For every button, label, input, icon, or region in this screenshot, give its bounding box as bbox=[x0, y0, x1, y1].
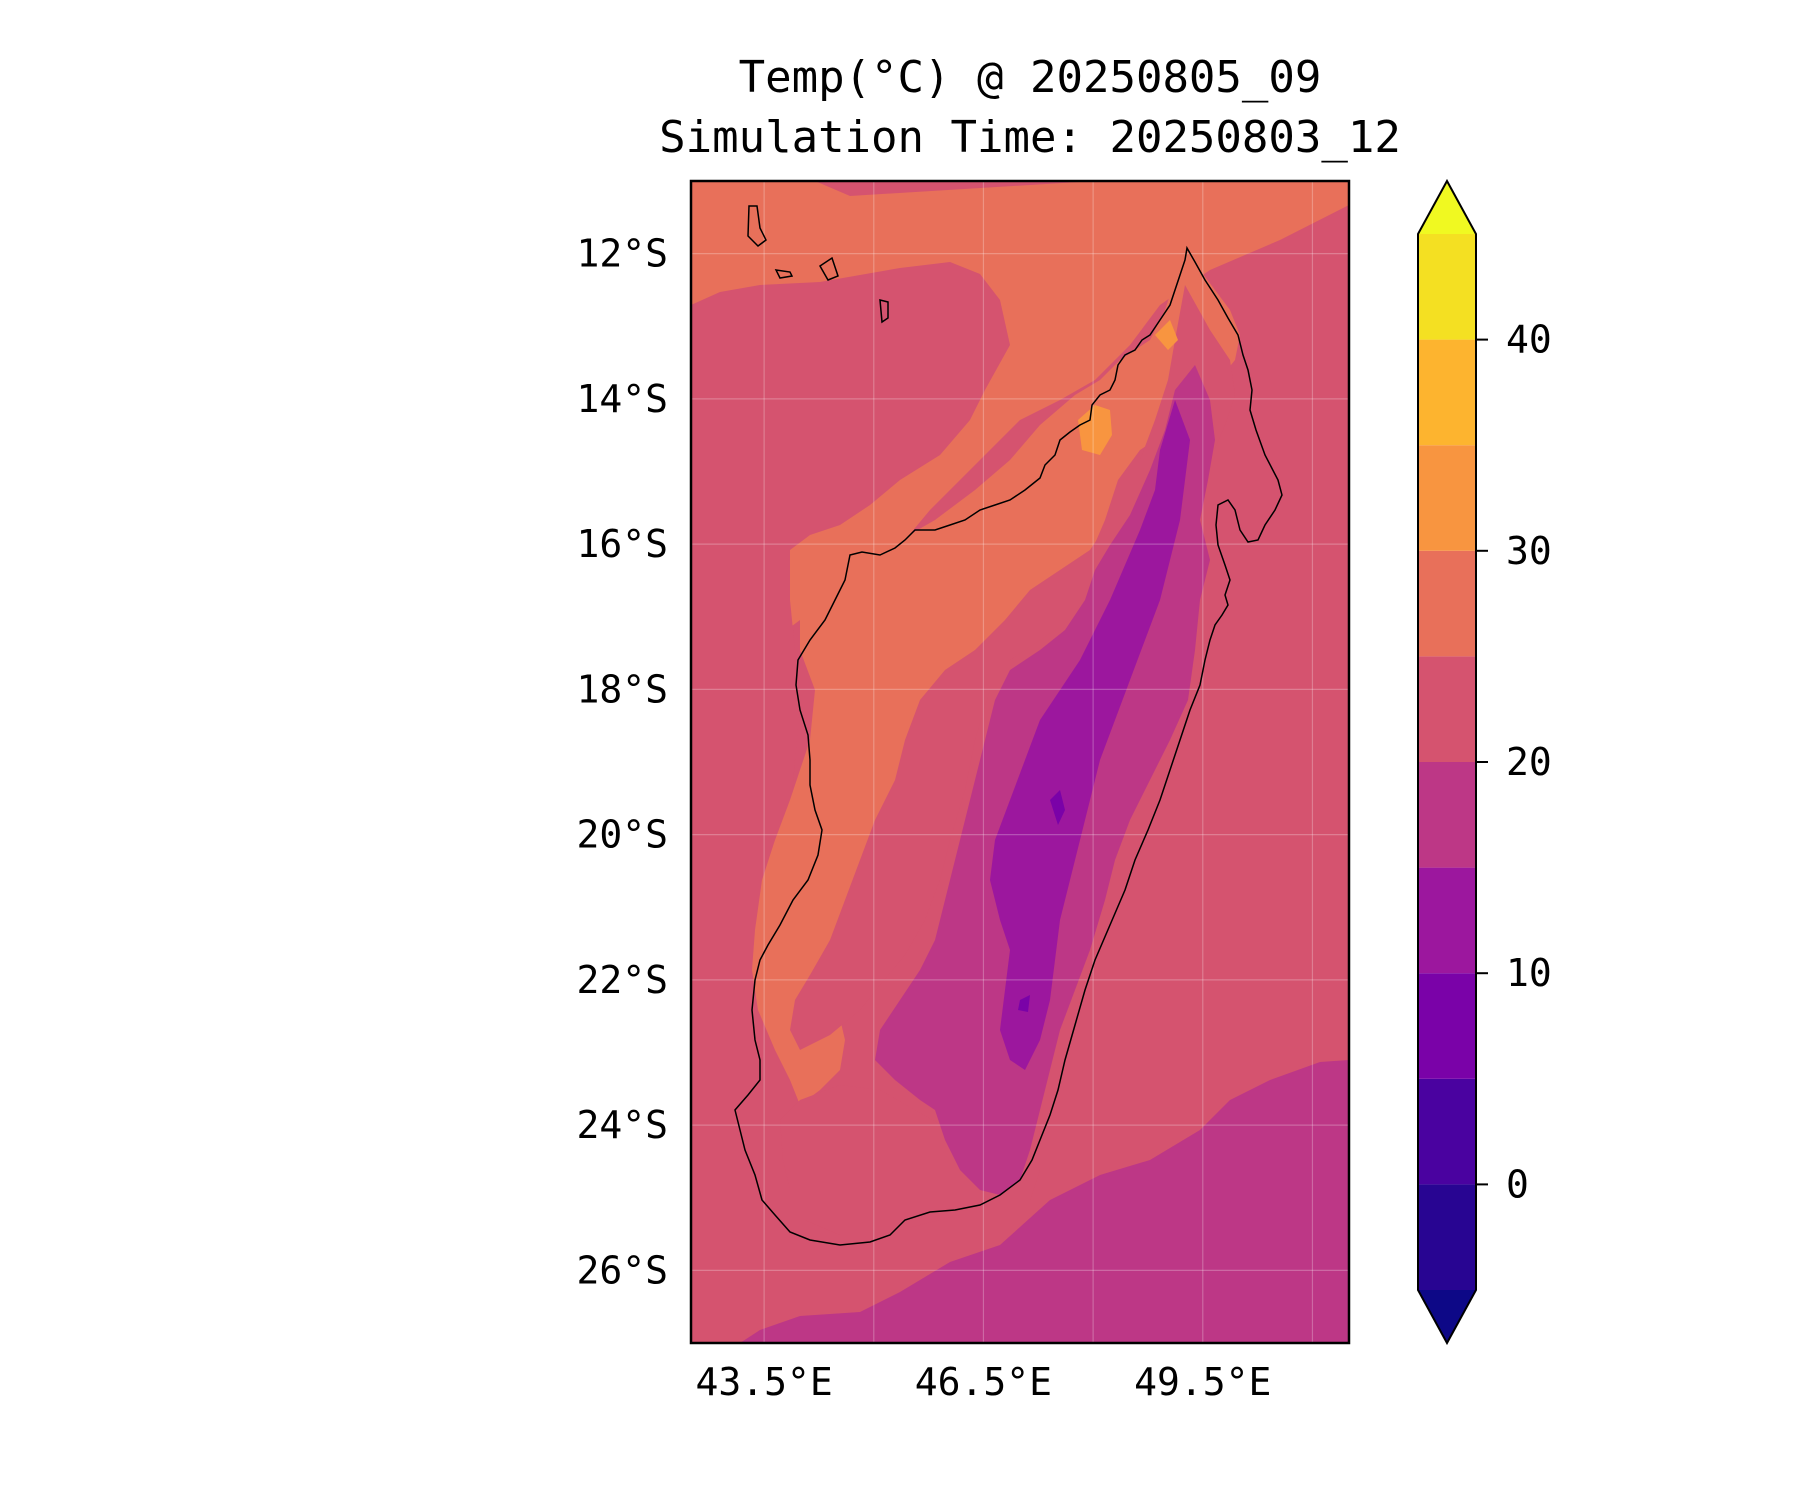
coastline-comoros bbox=[747, 205, 889, 324]
map-frame bbox=[689, 179, 1351, 1345]
colorbar-band bbox=[1418, 445, 1476, 551]
colorbar-tick-label: 20 bbox=[1506, 740, 1552, 784]
lon-tick-label: 43.5°E bbox=[695, 1360, 832, 1404]
lat-tick-label: 18°S bbox=[576, 667, 668, 711]
lat-tick-label: 24°S bbox=[576, 1103, 668, 1147]
colorbar-tick-label: 0 bbox=[1506, 1162, 1529, 1206]
highland-zone-10-15 bbox=[990, 400, 1190, 1070]
colorbar-band bbox=[1418, 550, 1476, 657]
colorbar-band bbox=[1418, 1078, 1476, 1185]
colorbar-tick-label: 40 bbox=[1506, 318, 1552, 362]
colorbar-tick-label: 10 bbox=[1506, 951, 1552, 995]
warm-spot bbox=[1078, 320, 1178, 455]
coldest-patches bbox=[1018, 790, 1065, 1012]
colorbar-band bbox=[1418, 973, 1476, 1079]
lat-tick-label: 12°S bbox=[576, 232, 668, 276]
temperature-field bbox=[691, 181, 1349, 1343]
map-title-line-1: Temp(°C) @ 20250805_09 bbox=[738, 52, 1322, 103]
colorbar: 0 10 20 30 40 bbox=[1417, 178, 1552, 1346]
colorbar-band bbox=[1418, 867, 1476, 974]
southern-lowland bbox=[780, 1085, 1040, 1235]
lat-tick-label: 20°S bbox=[576, 813, 668, 857]
map-title-line-2: Simulation Time: 20250803_12 bbox=[659, 112, 1401, 163]
island-inland-zone bbox=[790, 285, 1235, 1050]
lat-tick-label: 16°S bbox=[576, 522, 668, 566]
colorbar-extend-min bbox=[1418, 1290, 1476, 1343]
lat-tick-label: 22°S bbox=[576, 958, 668, 1002]
colorbar-band bbox=[1418, 234, 1476, 340]
colorbar-tick-label: 30 bbox=[1506, 529, 1552, 573]
southeast-cool-ocean bbox=[740, 1060, 1349, 1343]
colorbar-outline bbox=[1417, 178, 1477, 1346]
gridlines bbox=[691, 181, 1349, 1343]
colorbar-band bbox=[1418, 1184, 1476, 1290]
latitude-tick-labels: 12°S 14°S 16°S 18°S 20°S 22°S 24°S 26°S bbox=[576, 232, 668, 1293]
lon-tick-label: 46.5°E bbox=[915, 1360, 1052, 1404]
northwest-ocean bbox=[691, 262, 1010, 990]
lat-tick-label: 26°S bbox=[576, 1248, 668, 1292]
coastline-madagascar bbox=[734, 245, 1283, 1246]
colorbar-extend-max bbox=[1418, 181, 1476, 234]
colorbar-band bbox=[1418, 339, 1476, 446]
lat-tick-label: 14°S bbox=[576, 377, 668, 421]
lon-tick-label: 49.5°E bbox=[1134, 1360, 1271, 1404]
colorbar-band bbox=[1418, 656, 1476, 762]
colorbar-band bbox=[1418, 762, 1476, 868]
longitude-tick-labels: 43.5°E 46.5°E 49.5°E bbox=[695, 1360, 1271, 1404]
